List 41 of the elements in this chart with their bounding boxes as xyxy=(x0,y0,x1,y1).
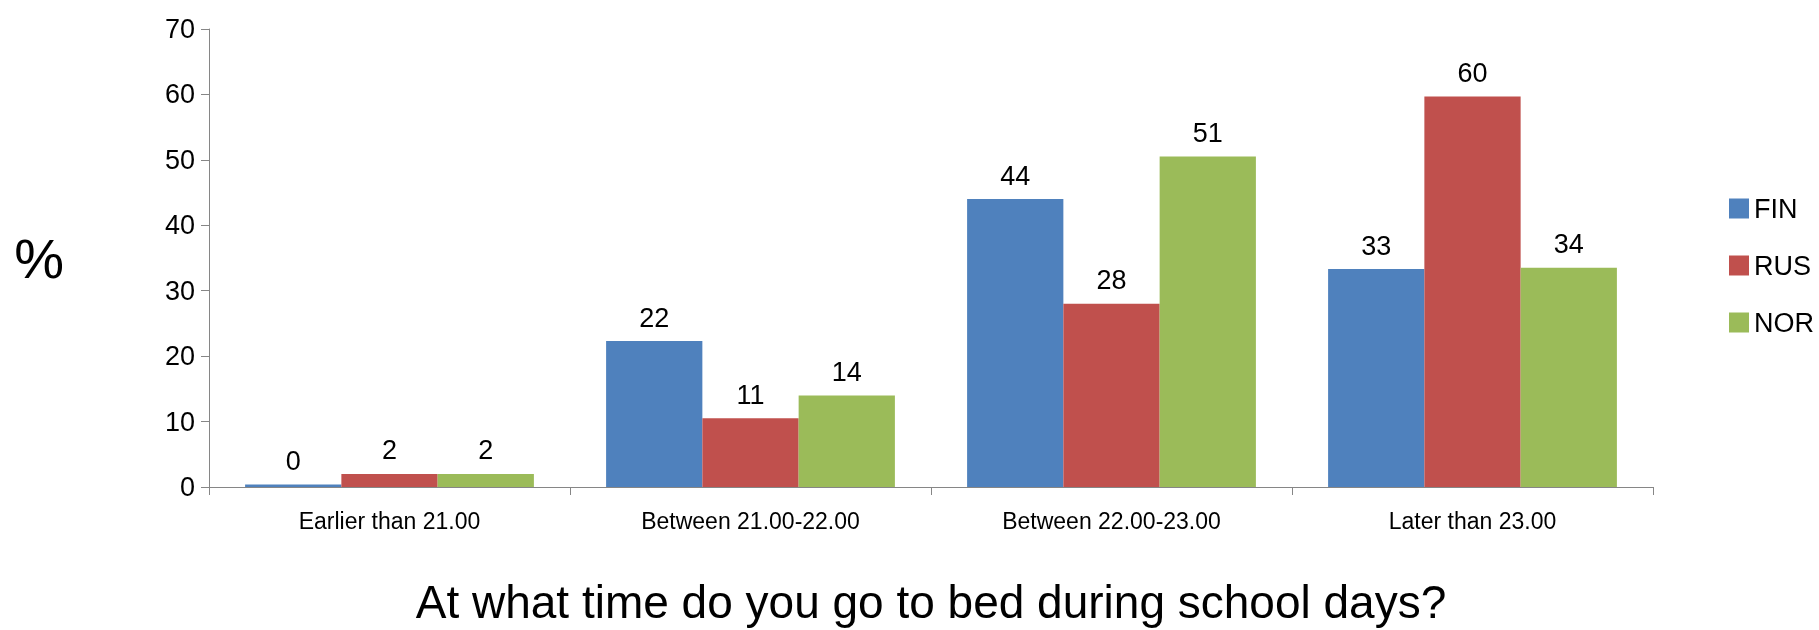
legend-label: FIN xyxy=(1754,193,1798,224)
legend-label: RUS xyxy=(1754,250,1812,281)
y-tick-label: 60 xyxy=(164,79,195,110)
data-label: 44 xyxy=(1000,160,1031,191)
data-label: 34 xyxy=(1553,229,1584,260)
bar xyxy=(245,484,342,487)
y-tick-label: 20 xyxy=(164,341,195,372)
x-tick-label: Later than 23.00 xyxy=(1388,507,1557,534)
y-tick-label: 10 xyxy=(164,406,195,437)
data-label: 22 xyxy=(639,302,670,333)
bar xyxy=(967,199,1064,487)
data-label: 2 xyxy=(381,435,398,466)
data-label: 51 xyxy=(1192,118,1223,149)
x-tick-label: Earlier than 21.00 xyxy=(298,507,481,534)
x-tick-label: Between 22.00-23.00 xyxy=(1002,507,1221,534)
data-label: 33 xyxy=(1361,230,1392,261)
x-axis-title: At what time do you go to bed during school days? xyxy=(415,576,1447,628)
data-label: 60 xyxy=(1457,57,1488,88)
bar xyxy=(437,473,534,487)
y-tick-label: 50 xyxy=(164,144,195,175)
bar xyxy=(1520,267,1617,487)
bar xyxy=(606,341,703,487)
data-label: 11 xyxy=(736,379,765,410)
x-tick-label: Between 21.00-22.00 xyxy=(641,507,860,534)
bar xyxy=(1063,303,1160,487)
bar xyxy=(702,418,799,487)
data-label: 0 xyxy=(285,445,301,476)
bar xyxy=(1328,269,1425,487)
y-tick-label: 30 xyxy=(164,275,195,306)
data-label: 14 xyxy=(831,356,862,387)
y-tick-label: 0 xyxy=(179,472,195,502)
data-label: 28 xyxy=(1096,265,1127,296)
bar xyxy=(341,473,438,487)
bar xyxy=(798,395,895,487)
data-label: 2 xyxy=(478,435,494,466)
bar xyxy=(1424,96,1521,487)
y-tick-label: 70 xyxy=(164,14,195,44)
legend-label: NOR xyxy=(1754,307,1814,338)
bar xyxy=(1159,156,1256,487)
y-tick-label: 40 xyxy=(164,210,195,241)
y-axis-title: % xyxy=(14,226,64,290)
